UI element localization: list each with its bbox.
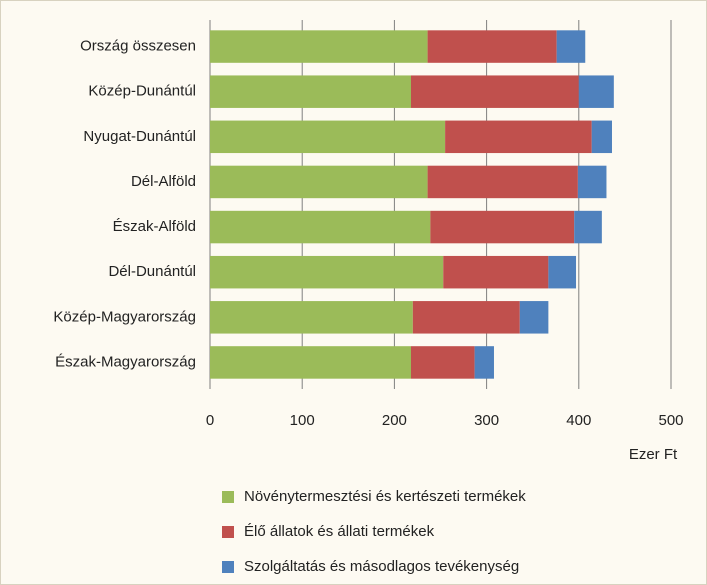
bar-segment [474, 346, 494, 379]
bar-segment [210, 346, 411, 379]
x-axis-label: Ezer Ft [629, 446, 678, 463]
legend-label: Élő állatok és állati termékek [244, 523, 435, 540]
bar-segment [427, 165, 578, 199]
bar-segment [210, 255, 444, 289]
bar-segment [443, 255, 549, 289]
bar-segment [591, 120, 612, 154]
legend-swatch [222, 491, 234, 503]
x-tick-label: 200 [382, 412, 407, 429]
bar-segment [210, 75, 411, 108]
bar-segment [578, 75, 614, 108]
bar-segment [577, 165, 607, 199]
y-tick-label: Nyugat-Dunántúl [83, 128, 196, 145]
legend-label: Szolgáltatás és másodlagos tevékenység [244, 558, 519, 575]
legend-swatch [222, 526, 234, 538]
bar-segment [210, 210, 431, 244]
x-tick-label: 0 [206, 412, 214, 429]
x-tick-label: 100 [290, 412, 315, 429]
bar-segment [519, 301, 549, 334]
bar-segment [210, 30, 428, 63]
y-tick-label: Közép-Magyarország [53, 308, 196, 325]
bar-segment [430, 210, 575, 244]
bar-segment [210, 120, 446, 154]
bar-segment [410, 75, 579, 108]
y-tick-label: Észak-Magyarország [55, 353, 196, 370]
x-tick-label: 400 [566, 412, 591, 429]
y-tick-label: Közép-Dunántúl [88, 83, 196, 100]
bar-segment [412, 301, 520, 334]
x-tick-label: 500 [658, 412, 683, 429]
y-tick-label: Dél-Alföld [131, 173, 196, 190]
legend-label: Növénytermesztési és kertészeti termékek [244, 488, 526, 505]
bar-segment [574, 210, 602, 244]
bar-segment [210, 301, 413, 334]
bar-segment [548, 255, 577, 289]
bar-segment [445, 120, 592, 154]
legend-swatch [222, 561, 234, 573]
x-tick-label: 300 [474, 412, 499, 429]
y-tick-label: Észak-Alföld [113, 218, 196, 235]
bar-segment [410, 346, 475, 379]
bar-segment [427, 30, 557, 63]
y-tick-label: Ország összesen [80, 38, 196, 55]
y-tick-label: Dél-Dunántúl [108, 263, 196, 280]
bar-segment [210, 165, 428, 199]
bar-segment [556, 30, 586, 63]
